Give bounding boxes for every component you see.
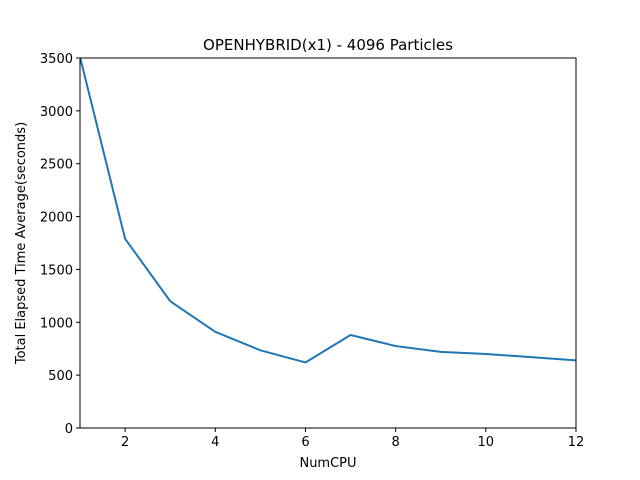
x-tick-label: 12 xyxy=(568,435,585,450)
y-tick-label: 3000 xyxy=(40,105,73,120)
x-tick-label: 8 xyxy=(391,435,399,450)
y-tick-label: 2500 xyxy=(40,158,73,173)
y-axis-label: Total Elapsed Time Average(seconds) xyxy=(14,122,29,365)
axes-frame xyxy=(79,57,577,429)
chart-title: OPENHYBRID(x1) - 4096 Particles xyxy=(203,36,453,54)
x-tick-label: 2 xyxy=(121,435,129,450)
plot-area xyxy=(80,58,576,364)
y-axis: 0 500 1000 1500 2000 2500 3000 3500 xyxy=(40,52,80,437)
y-tick-label: 3500 xyxy=(40,52,73,67)
y-tick-label: 0 xyxy=(65,422,73,437)
y-tick-label: 500 xyxy=(48,369,73,384)
y-tick-label: 2000 xyxy=(40,211,73,226)
x-axis: 2 4 6 8 10 12 xyxy=(121,428,584,450)
x-tick-label: 4 xyxy=(211,435,219,450)
y-tick-label: 1000 xyxy=(40,316,73,331)
y-tick-label: 1500 xyxy=(40,263,73,278)
series-line-0 xyxy=(80,58,576,364)
x-tick-label: 6 xyxy=(301,435,309,450)
x-tick-label: 10 xyxy=(478,435,495,450)
x-axis-label: NumCPU xyxy=(299,456,356,471)
